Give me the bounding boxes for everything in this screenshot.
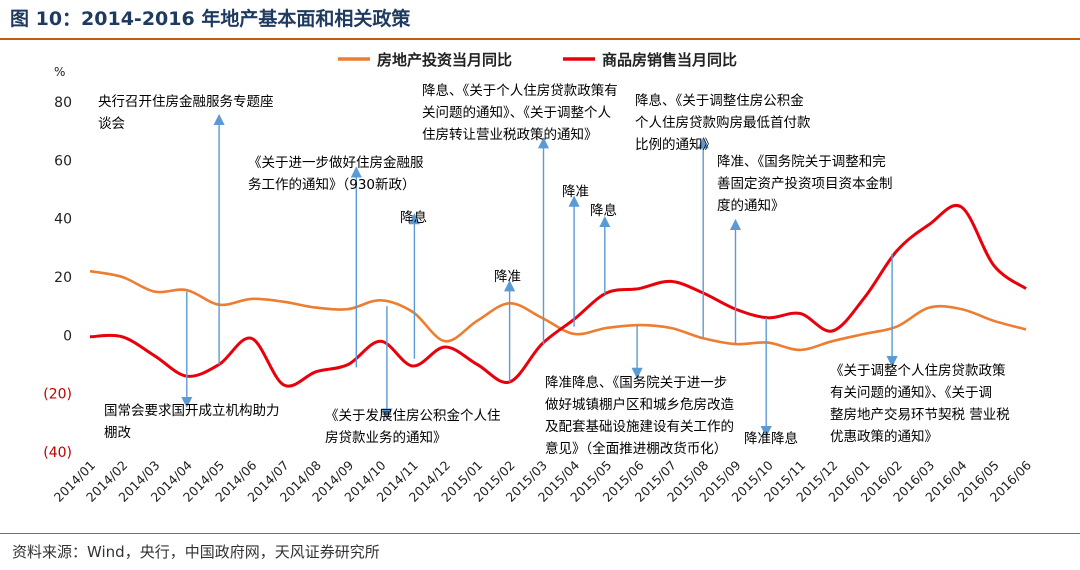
annotation-a2-line-2: 棚改 — [104, 425, 131, 441]
annotation-a14-line-3: 整房地产交易环节契税 营业税 — [830, 406, 1010, 423]
annotation-a10-line-3: 及配套基础设施建设有关工作的 — [545, 418, 734, 435]
annotation-text-a13: 降准降息 — [744, 430, 798, 447]
y-tick-label-2: 60 — [54, 153, 72, 169]
y-tick-label-4: 20 — [54, 270, 72, 286]
annotation-text-a8: 降准 — [562, 184, 589, 200]
annotation-text-a9: 降息 — [590, 202, 617, 219]
figure-title: 图 10：2014-2016 年地产基本面和相关政策 — [10, 8, 411, 30]
annotation-a14-line-1: 《关于调整个人住房贷款政策 — [830, 362, 1006, 379]
annotation-a11-line-3: 比例的通知》 — [635, 136, 716, 153]
chart-legend: 房地产投资当月同比 商品房销售当月同比 — [338, 51, 737, 69]
annotation-a3-line-1: 《关于进一步做好住房金融服 — [248, 155, 424, 171]
annotation-a12-line-3: 度的通知》 — [717, 197, 785, 214]
series-layer — [89, 204, 1027, 388]
annotation-a6-line-1: 降准 — [494, 269, 521, 285]
annotation-a13-line-1: 降准降息 — [744, 430, 798, 447]
annotation-a10-line-1: 降准降息、《国务院关于进一步 — [545, 374, 727, 391]
annotation-a14-line-4: 优惠政策的通知》 — [830, 428, 938, 445]
annotation-a4-line-1: 《关于发展住房公积金个人住 — [325, 408, 501, 424]
y-unit-label: % — [54, 65, 65, 79]
annotation-text-a6: 降准 — [494, 269, 521, 285]
annotation-a11-line-2: 个人住房贷款购房最低首付款 — [635, 115, 811, 131]
legend-label-2: 商品房销售当月同比 — [602, 51, 737, 69]
series-line-1 — [89, 269, 1027, 352]
title-divider — [0, 38, 1080, 40]
annotation-a11-line-1: 降息、《关于调整住房公积金 — [635, 92, 804, 109]
annotation-a1-line-1: 央行召开住房金融服务专题座 — [98, 94, 274, 110]
annotation-a12-line-2: 善固定资产投资项目资本金制 — [717, 176, 893, 192]
annotation-a2-line-1: 国常会要求国开成立机构助力 — [104, 403, 280, 419]
y-tick-label-7: (40) — [43, 445, 72, 461]
annotation-a7-line-2: 关问题的通知》、《关于调整个人 — [422, 104, 611, 121]
y-tick-label-5: 0 — [63, 328, 72, 344]
annotation-text-a5: 降息 — [400, 209, 427, 226]
annotation-text-a10: 降准降息、《国务院关于进一步做好城镇棚户区和城乡危房改造及配套基础设施建设有关工… — [545, 374, 734, 457]
source-divider — [0, 533, 1080, 534]
annotation-a7-line-3: 住房转让营业税政策的通知》 — [422, 126, 598, 143]
line-chart: 房地产投资当月同比 商品房销售当月同比 %806040200(20)(40)201… — [43, 51, 1034, 505]
annotation-a14-line-2: 有关问题的通知》、《关于调 — [830, 384, 992, 401]
annotation-a9-line-1: 降息 — [590, 202, 617, 219]
annotation-a10-line-2: 做好城镇棚户区和城乡危房改造 — [545, 396, 734, 413]
y-tick-label-3: 40 — [54, 212, 72, 228]
legend-label-1: 房地产投资当月同比 — [377, 51, 512, 69]
source-note: 资料来源：Wind，央行，中国政府网，天风证券研究所 — [12, 543, 380, 561]
annotation-text-a7: 降息、《关于个人住房贷款政策有关问题的通知》、《关于调整个人住房转让营业税政策的… — [422, 82, 618, 143]
annotation-a8-line-1: 降准 — [562, 184, 589, 200]
annotation-a1-line-2: 谈会 — [98, 116, 125, 132]
series-line-2 — [89, 204, 1027, 388]
annotation-a5-line-1: 降息 — [400, 209, 427, 226]
annotation-a7-line-1: 降息、《关于个人住房贷款政策有 — [422, 82, 618, 99]
annotation-a3-line-2: 务工作的通知》（930新政） — [248, 176, 416, 193]
annotation-a4-line-2: 房贷款业务的通知》 — [325, 429, 447, 446]
annotation-a12-line-1: 降准、《国务院关于调整和完 — [717, 154, 886, 170]
y-tick-label-6: (20) — [43, 387, 72, 403]
annotation-a10-line-4: 意见》（全面推进棚改货币化） — [545, 440, 727, 457]
y-tick-label-1: 80 — [54, 95, 72, 111]
